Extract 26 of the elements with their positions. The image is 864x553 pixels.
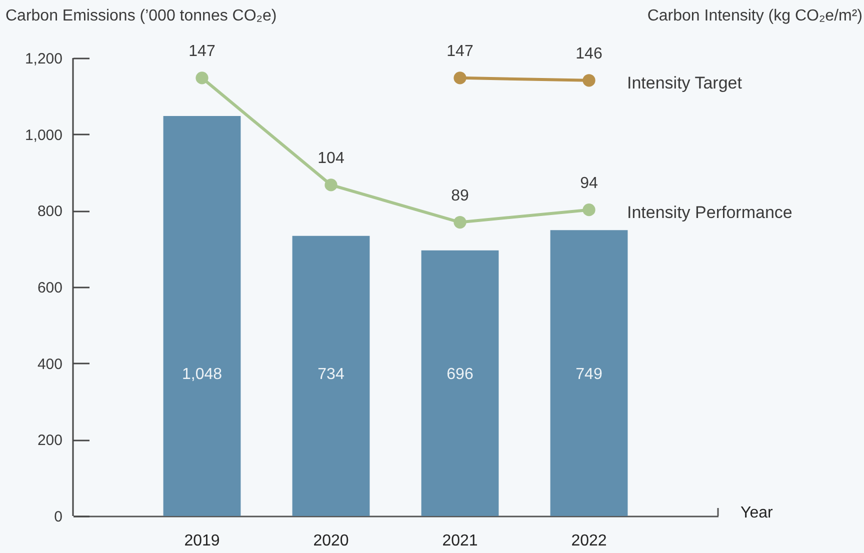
- y-tick-label: 0: [54, 508, 62, 526]
- y-tick-label: 1,200: [24, 50, 62, 68]
- data-label: 89: [451, 187, 469, 204]
- y-tick-label: 600: [37, 280, 62, 296]
- y2-axis-title: Carbon Intensity (kg CO₂e/m²): [647, 8, 862, 24]
- data-label: 1,048: [182, 366, 222, 384]
- data-label: 146: [576, 45, 602, 62]
- x-tick-label: 2019: [184, 532, 220, 550]
- data-label: 696: [446, 366, 474, 384]
- y-tick-label: 800: [37, 203, 62, 220]
- data-label: 749: [576, 366, 602, 384]
- data-label: 147: [188, 42, 216, 60]
- series-label: Intensity Target: [627, 73, 742, 92]
- data-label: 104: [318, 150, 344, 167]
- x-tick-label: 2022: [571, 532, 607, 550]
- data-label: 147: [446, 42, 474, 60]
- y-tick-label: 400: [37, 356, 62, 373]
- x-axis-title: Year: [740, 504, 774, 522]
- x-tick-label: 2021: [442, 532, 478, 550]
- data-label: 94: [580, 174, 598, 192]
- y-tick-label: 1,000: [24, 126, 62, 144]
- y-tick-label: 200: [37, 432, 62, 450]
- x-tick-label: 2020: [313, 532, 349, 550]
- data-label: 734: [318, 366, 344, 384]
- series-label: Intensity Performance: [627, 202, 792, 222]
- y-axis-title: Carbon Emissions (’000 tonnes CO₂e): [6, 8, 277, 24]
